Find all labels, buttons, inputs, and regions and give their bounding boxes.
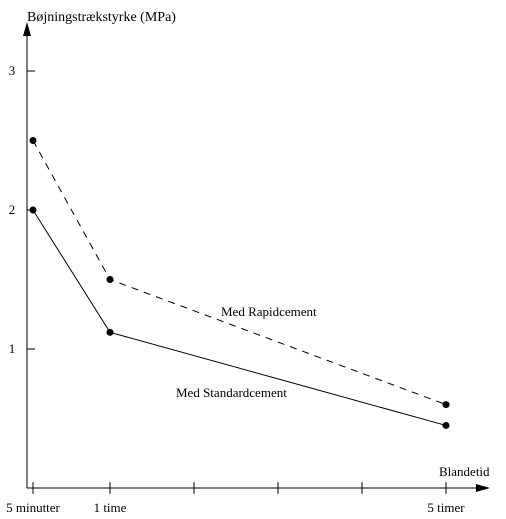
series-0-point-1 bbox=[106, 276, 114, 283]
x-ticks: 5 minutter 1 time 5 timer bbox=[6, 482, 465, 515]
y-tick-label-1: 2 bbox=[9, 202, 16, 217]
series-label-standardcement: Med Standardcement bbox=[176, 385, 287, 400]
series-1-point-0 bbox=[29, 206, 37, 214]
y-axis-arrowhead bbox=[23, 22, 31, 36]
series-line-0 bbox=[32, 140, 447, 406]
x-axis bbox=[27, 484, 490, 492]
x-tick-label-1: 1 time bbox=[94, 500, 127, 515]
x-tick-label-0: 5 minutter bbox=[6, 500, 60, 515]
series-0-point-0 bbox=[29, 137, 37, 144]
x-tick-label-5: 5 timer bbox=[427, 500, 465, 515]
x-axis-label: Blandetid bbox=[439, 464, 490, 479]
series-layer bbox=[29, 137, 450, 429]
y-tick-label-0: 1 bbox=[9, 341, 16, 356]
y-axis bbox=[23, 22, 31, 488]
series-1-point-1 bbox=[106, 328, 114, 336]
series-0-point-2 bbox=[442, 401, 450, 409]
series-label-rapidcement: Med Rapidcement bbox=[221, 304, 317, 319]
y-tick-label-2: 3 bbox=[9, 63, 16, 78]
x-axis-arrowhead bbox=[476, 484, 490, 492]
y-axis-label: Bøjningstrækstyrke (MPa) bbox=[27, 10, 176, 25]
series-1-point-2 bbox=[442, 421, 450, 429]
